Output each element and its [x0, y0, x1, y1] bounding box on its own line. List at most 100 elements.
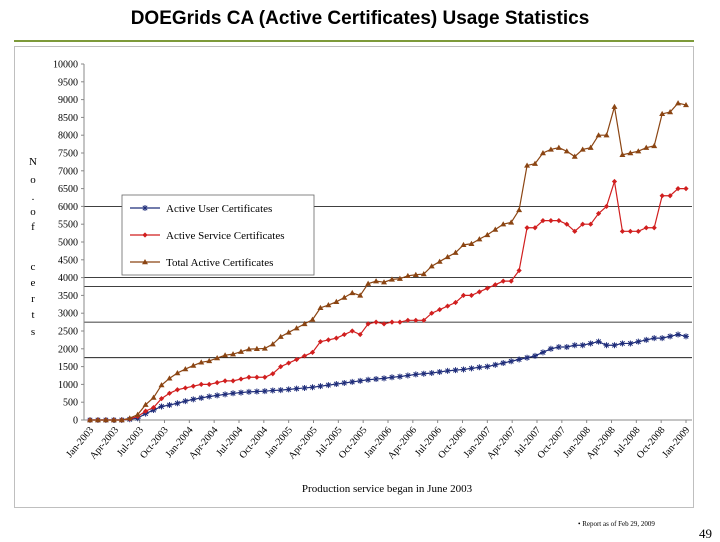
- y-tick-label: 8500: [58, 113, 78, 124]
- series-1-point: [492, 361, 499, 368]
- series-1-point: [206, 393, 213, 400]
- series-1-point: [524, 354, 531, 361]
- series-3-point: [317, 304, 324, 311]
- series-1-point: [269, 387, 276, 394]
- series-2-point: [651, 225, 657, 231]
- series-3-point: [277, 333, 284, 339]
- series-3-point: [309, 316, 316, 322]
- series-2-point: [484, 285, 490, 291]
- series-3-point: [325, 302, 332, 308]
- series-1-point: [237, 389, 244, 396]
- y-tick-label: 5500: [58, 220, 78, 231]
- series-2-point: [413, 317, 419, 323]
- series-3-point: [611, 103, 618, 109]
- series-1-point: [214, 392, 221, 399]
- series-3-point: [166, 375, 173, 381]
- series-3-point: [357, 292, 364, 298]
- series-1-point: [412, 371, 419, 378]
- series-line-1: [90, 333, 687, 421]
- series-2-point: [595, 210, 602, 217]
- series-2-point: [452, 299, 459, 306]
- series-1-point: [476, 364, 483, 371]
- y-axis-label-char: s: [31, 326, 35, 338]
- series-2-point: [333, 335, 339, 341]
- axes: [81, 63, 692, 423]
- series-1-point: [595, 338, 602, 345]
- series-2-point: [580, 221, 586, 227]
- series-2-point: [182, 385, 188, 391]
- y-tick-label: 9000: [58, 95, 78, 106]
- series-3-point: [468, 240, 475, 246]
- series-1-point: [619, 340, 626, 347]
- series-2-point: [341, 331, 347, 338]
- series-3-point: [675, 100, 682, 106]
- legend-entry-3: Total Active Certificates: [166, 257, 273, 269]
- series-1-point: [253, 388, 260, 395]
- series-2-point: [397, 319, 403, 325]
- series-1-point: [357, 377, 364, 384]
- series-1-point: [651, 335, 658, 342]
- series-2-point: [143, 408, 149, 414]
- chart-frame: [14, 46, 694, 508]
- series-3-point: [571, 153, 578, 159]
- series-2-point: [238, 376, 244, 382]
- series-1-point: [309, 384, 316, 391]
- series-3-point: [603, 132, 610, 138]
- y-tick-label: 7000: [58, 166, 78, 177]
- series-3-point: [126, 415, 133, 421]
- legend-entry-1: Active User Certificates: [166, 203, 272, 215]
- series-1-point: [341, 379, 348, 386]
- legend-marker-3: [142, 259, 148, 265]
- series-2-point: [357, 331, 363, 338]
- series-3-point: [659, 110, 666, 117]
- series-2-point: [309, 349, 316, 355]
- y-axis-label-char: e: [31, 277, 36, 289]
- y-tick-label: 6500: [58, 184, 78, 195]
- series-2-point: [190, 383, 196, 389]
- series-2-point: [683, 186, 689, 192]
- grid-lines: [84, 205, 692, 359]
- y-tick-label: 500: [63, 398, 78, 409]
- series-3-point: [555, 144, 562, 150]
- series-1-point: [277, 387, 284, 394]
- series-1-point: [603, 342, 610, 349]
- series-2-point: [445, 303, 451, 309]
- series-2-point: [174, 387, 181, 393]
- series-1-point: [245, 388, 252, 395]
- series-1-point: [230, 390, 237, 397]
- series-1-point: [166, 402, 173, 409]
- series-3-point: [667, 109, 674, 115]
- series-1-point: [452, 367, 459, 374]
- series-1-point: [579, 342, 586, 349]
- y-tick-label: 6000: [58, 202, 78, 213]
- series-1-point: [555, 344, 562, 351]
- y-axis-label-char: .: [32, 191, 35, 203]
- series-3-point: [182, 366, 189, 372]
- y-tick-labels: 0 500 1000 1500 2000 2500 3000 3500 4000 4500 5000…: [53, 60, 78, 427]
- series-1-point: [293, 385, 300, 392]
- series-3-point: [587, 144, 594, 150]
- series-2-point: [381, 321, 387, 327]
- series-3-point: [269, 341, 276, 347]
- series-1-point: [349, 378, 356, 385]
- series-2-point: [516, 267, 522, 274]
- series-1-point: [444, 367, 451, 374]
- series-1-point: [500, 360, 507, 367]
- x-tick-labels: Jan-2003Apr-2003Jul-2003Oct-2003Jan-2004…: [64, 425, 692, 462]
- series-3-point: [253, 345, 260, 351]
- series-2-point: [643, 225, 649, 231]
- series-2-point: [421, 317, 427, 323]
- series-3-point: [500, 221, 507, 227]
- series-1-point: [468, 365, 475, 372]
- series-3-point: [261, 345, 268, 351]
- series-3-point: [444, 253, 451, 260]
- series-2-point: [564, 221, 570, 227]
- legend-entry-2: Active Service Certificates: [166, 230, 285, 242]
- series-1-point: [460, 366, 467, 373]
- series-2-point: [301, 353, 308, 359]
- series-2-point: [468, 292, 475, 298]
- footnote: • Report as of Feb 29, 2009: [578, 520, 655, 528]
- series-1-point: [182, 398, 189, 405]
- series-3-point: [341, 294, 348, 300]
- series-1-point: [388, 374, 395, 381]
